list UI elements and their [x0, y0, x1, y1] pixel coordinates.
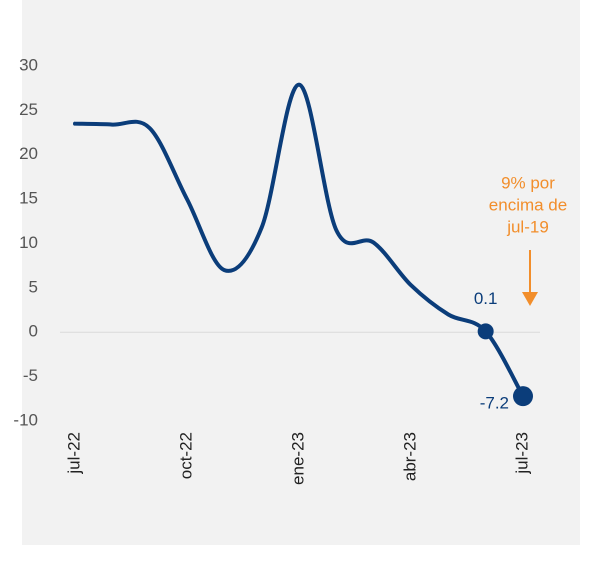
point: [513, 386, 533, 407]
x-tick-label: jul-22: [64, 432, 83, 475]
y-tick-label: -5: [23, 366, 38, 385]
y-tick-label: 0: [29, 322, 38, 341]
y-tick-label: 5: [29, 277, 38, 296]
y-tick-label: 20: [19, 144, 38, 163]
x-tick-label: oct-22: [176, 432, 195, 479]
y-tick-label: 10: [19, 233, 38, 252]
y-tick-label: 25: [19, 100, 38, 119]
y-tick-label: 15: [19, 189, 38, 208]
annotation-arrowhead: [522, 292, 538, 306]
point: [477, 323, 494, 340]
data-label: 0.1: [474, 289, 498, 308]
line: [73, 82, 525, 399]
x-tick-label: jul-23: [512, 432, 531, 475]
data-label: -7.2: [480, 394, 509, 413]
y-tick-label: -10: [13, 410, 38, 429]
x-tick-label: abr-23: [400, 432, 419, 481]
panel: [22, 0, 580, 545]
annotation: 9% por: [501, 173, 555, 192]
x-tick-label: ene-23: [288, 432, 307, 485]
annotation: jul-19: [506, 217, 549, 236]
annotation: encima de: [489, 195, 567, 214]
y-tick-label: 30: [19, 55, 38, 74]
